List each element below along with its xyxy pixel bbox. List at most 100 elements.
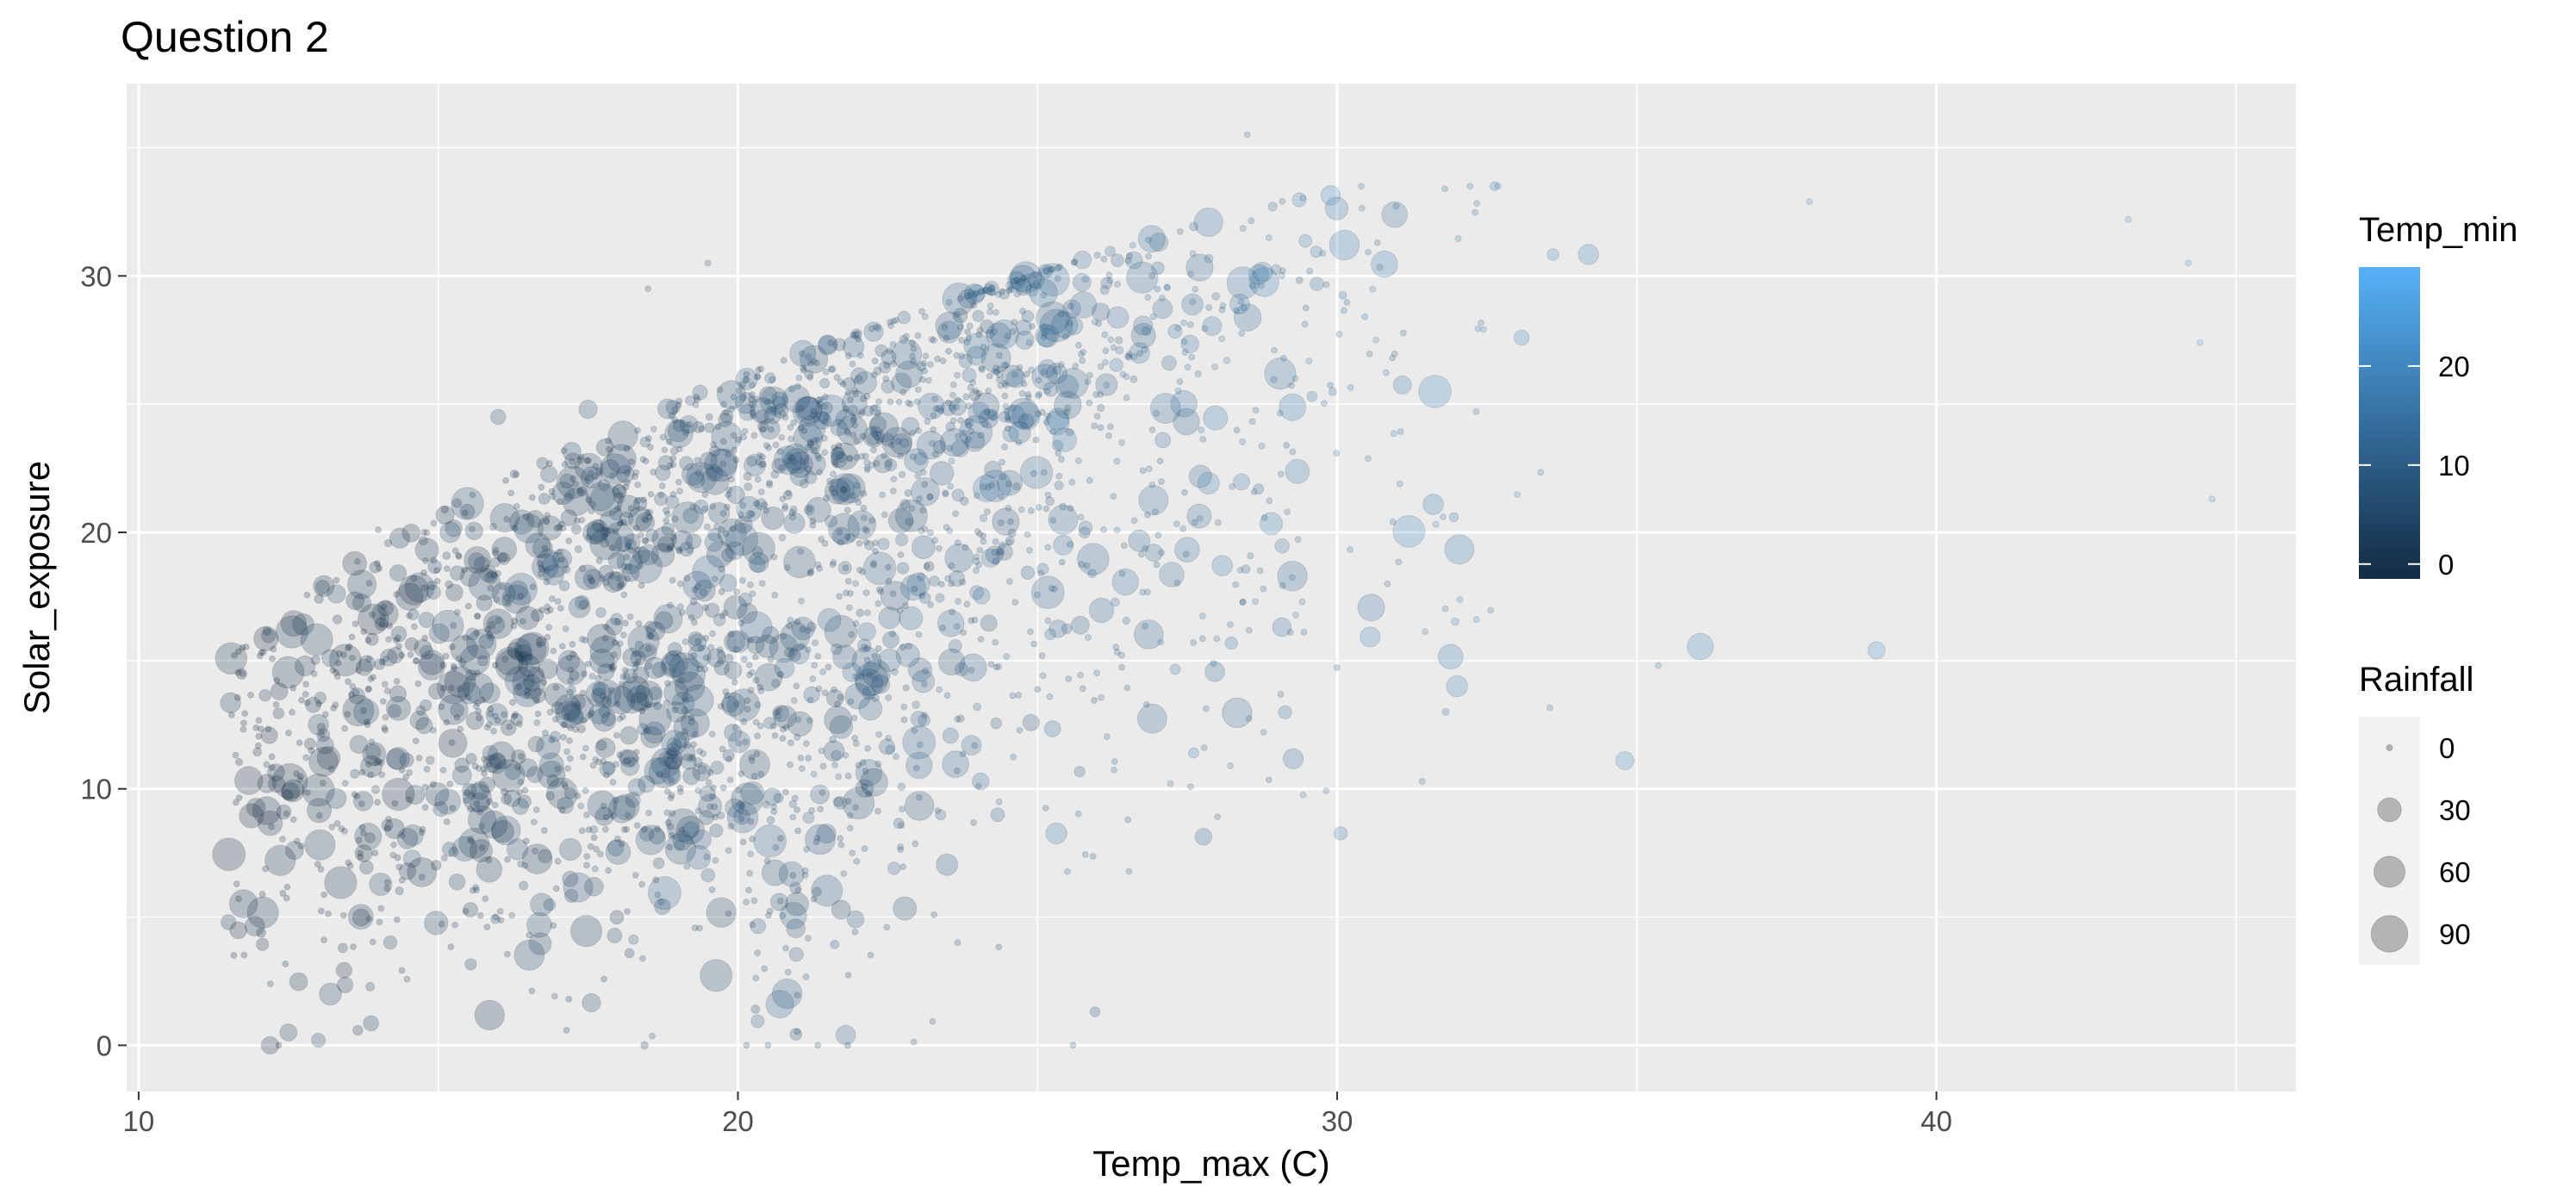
- data-point: [1654, 662, 1662, 669]
- data-point: [315, 811, 323, 819]
- data-point: [771, 457, 787, 474]
- data-point: [746, 637, 754, 644]
- data-point: [1042, 382, 1059, 397]
- data-point: [1097, 363, 1104, 370]
- data-point: [1093, 669, 1101, 677]
- data-point: [779, 725, 787, 733]
- data-point: [418, 829, 426, 836]
- data-point: [418, 874, 426, 881]
- data-point: [1324, 196, 1349, 221]
- data-point: [465, 752, 477, 765]
- data-point: [815, 685, 823, 693]
- data-point: [439, 662, 447, 669]
- data-point: [1104, 246, 1117, 258]
- data-point: [789, 505, 798, 513]
- data-point: [942, 282, 976, 316]
- data-point: [777, 835, 784, 842]
- data-point: [383, 818, 405, 840]
- x-tick-label: 40: [1920, 1105, 1952, 1137]
- data-point: [1227, 762, 1235, 769]
- data-point: [1015, 319, 1032, 336]
- data-point: [1343, 299, 1351, 306]
- data-point: [788, 508, 797, 517]
- data-point: [599, 761, 615, 778]
- data-point: [961, 429, 968, 437]
- data-point: [852, 580, 860, 588]
- data-point: [789, 513, 796, 521]
- data-point: [959, 750, 967, 758]
- data-point: [1044, 491, 1052, 499]
- data-point: [1188, 353, 1196, 361]
- data-point: [352, 908, 370, 927]
- data-point: [513, 763, 521, 771]
- data-point: [1054, 275, 1061, 283]
- data-point: [860, 395, 867, 402]
- data-point: [712, 813, 719, 821]
- data-point: [491, 662, 499, 669]
- data-point: [1361, 313, 1369, 320]
- data-point: [1154, 285, 1161, 293]
- data-point: [1045, 822, 1067, 845]
- data-point: [852, 673, 860, 681]
- data-point: [561, 461, 569, 469]
- data-point: [984, 460, 1002, 479]
- data-point: [780, 632, 787, 640]
- data-point: [887, 441, 895, 449]
- data-point: [1040, 333, 1048, 341]
- data-point: [654, 824, 662, 832]
- data-point: [456, 685, 464, 693]
- data-point: [663, 517, 670, 525]
- data-point: [744, 482, 753, 492]
- data-point: [375, 526, 383, 533]
- data-point: [1126, 252, 1133, 259]
- data-point: [1076, 543, 1110, 575]
- data-point: [944, 543, 974, 573]
- data-point: [270, 645, 277, 653]
- data-point: [577, 453, 585, 461]
- data-point: [239, 803, 264, 829]
- data-point: [984, 280, 999, 296]
- data-point: [785, 489, 793, 497]
- data-point: [706, 768, 714, 776]
- data-point: [1102, 358, 1109, 366]
- data-point: [678, 676, 686, 684]
- data-point: [800, 426, 808, 434]
- data-point: [486, 615, 506, 635]
- data-point: [1174, 324, 1182, 332]
- data-point: [352, 620, 359, 628]
- data-point: [517, 794, 532, 809]
- data-point: [714, 423, 722, 431]
- data-point: [1487, 606, 1495, 614]
- data-point: [555, 700, 583, 729]
- data-point: [582, 744, 589, 752]
- data-point: [478, 776, 496, 793]
- data-point: [1010, 277, 1017, 285]
- data-point: [1025, 283, 1039, 297]
- data-point: [640, 725, 663, 749]
- data-point: [398, 831, 406, 839]
- data-point: [664, 510, 671, 518]
- data-point: [600, 975, 607, 983]
- data-point: [686, 462, 718, 494]
- data-point: [472, 884, 480, 892]
- data-point: [469, 792, 490, 813]
- data-point: [904, 448, 929, 473]
- data-point: [537, 761, 566, 789]
- data-point: [678, 743, 696, 762]
- data-point: [681, 638, 689, 645]
- data-point: [364, 686, 372, 693]
- data-point: [503, 950, 511, 958]
- data-point: [814, 452, 822, 460]
- data-point: [1198, 426, 1205, 434]
- data-point: [980, 343, 1011, 374]
- data-point: [759, 386, 789, 415]
- data-point: [585, 496, 593, 504]
- data-point: [1448, 512, 1459, 523]
- data-point: [1167, 323, 1183, 339]
- data-point: [949, 569, 966, 588]
- data-point: [962, 393, 970, 401]
- data-point: [662, 507, 670, 514]
- data-point: [654, 464, 671, 482]
- data-point: [818, 747, 825, 755]
- data-point: [310, 670, 318, 678]
